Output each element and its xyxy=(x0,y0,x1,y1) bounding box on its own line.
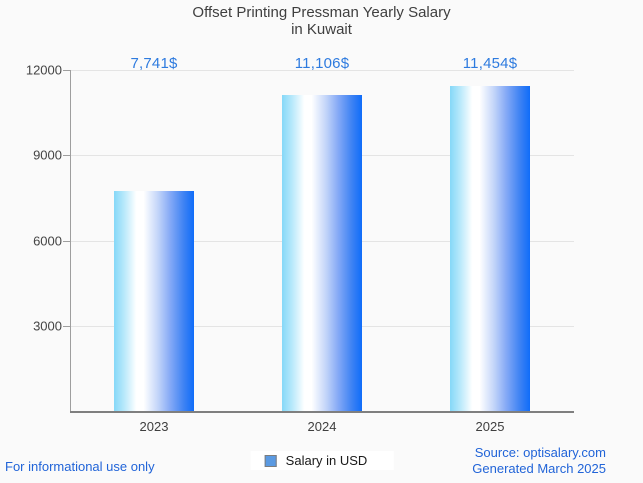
chart-title: Offset Printing Pressman Yearly Salary i… xyxy=(0,4,643,38)
plot-area: 3000 6000 9000 12000 7,741$ 2023 11,106$ 2024 11… xyxy=(26,55,574,434)
chart-title-line2: in Kuwait xyxy=(291,21,352,38)
x-axis-baseline xyxy=(70,411,574,413)
y-tick-label: 3000 xyxy=(33,318,62,334)
generated-line: Generated March 2025 xyxy=(472,460,606,476)
bar-value-label: 7,741$ xyxy=(130,55,178,72)
y-tick-label: 6000 xyxy=(33,233,62,248)
y-tick-mark xyxy=(63,240,70,242)
bar-2025 xyxy=(450,85,530,411)
source-attribution: Source: optisalary.com Generated March 2… xyxy=(472,445,606,476)
y-axis-line xyxy=(70,70,71,413)
legend-series-label: Salary in USD xyxy=(285,453,368,468)
disclaimer-text: For informational use only xyxy=(5,459,155,474)
bar-2024 xyxy=(282,95,362,411)
y-tick-mark xyxy=(63,155,70,157)
bar-value-label: 11,106$ xyxy=(294,55,350,72)
source-line: Source: optisalary.com xyxy=(474,445,606,460)
legend-swatch-icon xyxy=(264,454,277,467)
chart-legend: Salary in USD xyxy=(250,451,394,470)
y-tick-label: 9000 xyxy=(33,147,62,163)
gridline xyxy=(70,70,574,71)
y-tick-label: 12000 xyxy=(25,62,62,78)
y-tick-mark xyxy=(63,70,70,71)
x-tick-label: 2025 xyxy=(475,419,505,434)
x-tick-label: 2023 xyxy=(139,419,169,434)
y-tick-mark xyxy=(63,325,70,327)
bar-value-label: 11,454$ xyxy=(462,55,518,72)
chart-title-line1: Offset Printing Pressman Yearly Salary xyxy=(192,4,451,21)
x-tick-label: 2024 xyxy=(307,419,337,434)
bar-2023 xyxy=(114,191,194,411)
